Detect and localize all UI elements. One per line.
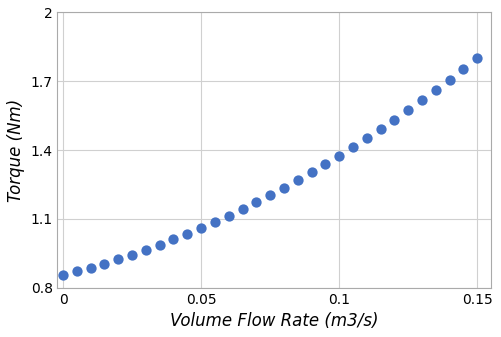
Point [87,265,95,270]
Point [183,231,191,237]
Point [253,200,261,205]
Point [363,135,371,141]
Point [142,247,150,252]
Point [128,252,136,257]
Point [432,88,440,93]
Point [459,66,467,72]
Point [197,225,205,231]
Y-axis label: Torque (Nm): Torque (Nm) [7,98,25,202]
Point [73,269,81,274]
Point [156,242,164,247]
Point [294,177,302,183]
Point [349,145,357,150]
Point [224,213,232,218]
Point [59,272,67,278]
Point [377,126,385,132]
Point [211,219,219,225]
Point [335,153,343,158]
Point [445,77,453,83]
Point [114,256,122,262]
Point [404,108,412,113]
Point [418,98,426,103]
Point [308,170,316,175]
X-axis label: Volume Flow Rate (m3/s): Volume Flow Rate (m3/s) [170,312,379,330]
Point [390,117,398,123]
Point [280,185,288,190]
Point [169,237,177,242]
Point [473,56,481,61]
Point [321,161,329,167]
Point [238,206,246,212]
Point [266,192,274,198]
Point [100,261,108,266]
